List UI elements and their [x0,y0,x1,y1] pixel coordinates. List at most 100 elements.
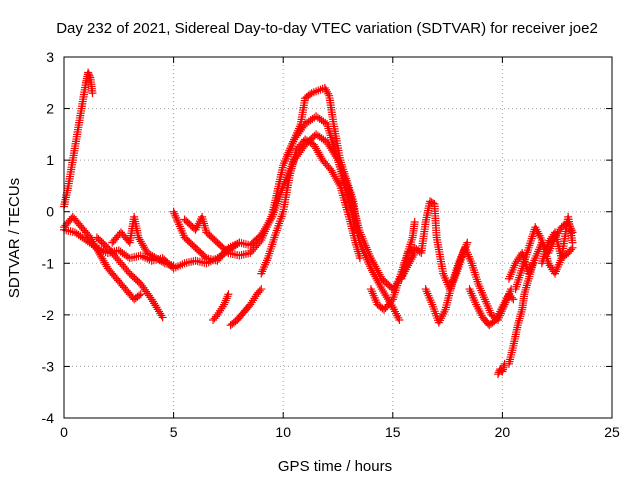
data-point [216,306,225,315]
data-point [148,297,157,306]
data-point [335,179,344,188]
data-point [213,310,222,319]
data-point [153,305,162,314]
data-point [143,248,152,257]
series-arc-1 [60,68,97,211]
axis-ticks [63,56,613,419]
data-point [395,316,404,325]
data-point [146,251,155,260]
data-point [410,218,419,227]
y-tick-label: -4 [42,410,55,426]
y-tick-labels: -4 -3 -2 -1 0 1 2 3 [42,49,55,426]
data-point [135,291,144,300]
data-point [372,274,381,283]
data-point [247,298,256,307]
data-point [169,207,178,216]
data-point [407,255,416,264]
x-tick-label: 25 [604,424,620,440]
data-point [371,272,380,281]
series-arc-16 [494,359,509,379]
series-arc-15 [465,285,518,330]
x-axis-label: GPS time / hours [278,458,392,475]
data-point [567,245,576,254]
data-point [255,286,264,295]
data-point [150,299,159,308]
data-point [512,257,521,266]
data-point [369,268,378,277]
data-point [387,297,396,306]
data-point [379,287,388,296]
y-tick-label: 0 [46,204,54,220]
data-points [60,68,577,379]
y-tick-label: -1 [42,255,55,271]
data-point [218,302,227,311]
data-point [220,298,229,307]
data-point [547,263,556,272]
data-point [544,238,553,247]
data-point [136,290,145,299]
data-point [222,247,231,256]
data-point [547,234,556,243]
plot-frame [63,56,613,419]
data-point [568,238,577,247]
data-point [381,291,390,300]
data-point [248,296,257,305]
data-point [221,296,230,305]
series-arc-10 [257,135,364,278]
data-point [257,285,266,294]
data-point [152,254,161,263]
data-point [159,258,168,267]
data-point [173,215,182,224]
data-point [353,228,362,237]
y-tick-label: -2 [42,307,55,323]
data-point [200,252,209,261]
data-point [377,285,386,294]
data-point [406,257,415,266]
data-point [147,295,156,304]
y-axis-label: SDTVAR / TECUs [6,178,23,298]
data-point [156,309,165,318]
data-point [382,293,391,302]
series-arc-5 [108,212,178,270]
data-point [222,294,231,303]
x-tick-labels: 0 5 10 15 20 25 [60,424,620,440]
y-tick-label: 3 [46,49,54,65]
series-arc-14 [421,243,516,327]
data-point [545,236,554,245]
data-point [324,89,333,98]
data-point [154,307,163,316]
data-point [214,308,223,317]
data-point [153,255,162,264]
data-point [145,250,154,259]
data-point [366,264,375,273]
x-tick-label: 0 [60,424,68,440]
data-point [376,283,385,292]
chart-title: Day 232 of 2021, Sidereal Day-to-day VTE… [56,20,598,37]
data-point [84,70,93,79]
data-point [84,68,93,77]
data-point [223,292,232,301]
data-point [304,137,313,146]
data-point [380,289,389,298]
data-point [170,209,179,218]
data-point [463,238,472,247]
x-tick-label: 5 [170,424,178,440]
series-arc-11 [283,83,362,237]
y-tick-label: 2 [46,101,54,117]
data-point [554,227,563,236]
data-point [157,257,166,266]
data-point [85,71,94,80]
series-arc-9 [226,285,266,330]
data-point [367,266,376,275]
data-point [158,313,167,322]
data-point [355,254,364,263]
data-point [370,270,379,279]
data-point [155,256,164,265]
data-point [507,293,516,302]
data-point [250,294,259,303]
data-point [171,211,180,220]
data-point [150,253,159,262]
data-point [88,89,97,98]
x-tick-label: 10 [275,424,291,440]
